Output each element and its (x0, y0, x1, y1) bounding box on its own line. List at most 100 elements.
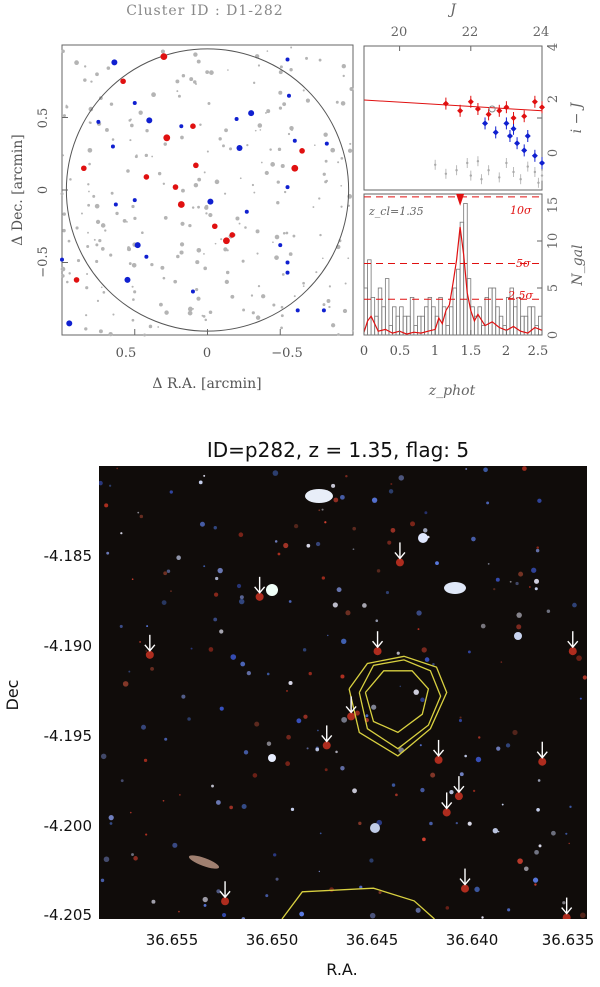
sky-blue-point (132, 101, 137, 105)
background-source (230, 654, 237, 660)
background-source (500, 661, 503, 663)
sky-blue-point (285, 260, 290, 265)
background-source (376, 569, 381, 573)
sky-grey-point (257, 284, 261, 288)
background-source (131, 578, 134, 581)
member-arrow-head (254, 586, 266, 594)
sky-grey-point (109, 102, 114, 106)
background-source (358, 821, 362, 825)
background-source (333, 497, 339, 503)
sky-grey-point (188, 223, 192, 228)
background-source (522, 466, 527, 471)
cmd-blue-point (521, 147, 528, 154)
sky-grey-point (349, 86, 354, 91)
sky-xlabel: Δ R.A. [arcmin] (152, 376, 261, 392)
sky-grey-point (132, 298, 135, 301)
sky-grey-point (287, 132, 291, 136)
sky-grey-point (204, 204, 209, 209)
cmd-blue-point (524, 133, 531, 139)
sky-grey-point (76, 258, 81, 263)
sky-grey-point (218, 137, 222, 141)
zhist-ytick: 0 (546, 331, 561, 339)
image-ytick: -4.190 (44, 637, 92, 655)
background-source (219, 706, 224, 711)
background-source (146, 625, 149, 628)
sky-grey-point (62, 212, 66, 216)
zhist-x-ticks: 0 0.5 1 1.5 2 2.5 (360, 344, 548, 359)
member-galaxy (373, 647, 382, 656)
sky-grey-point (180, 135, 184, 140)
sky-grey-point (87, 183, 90, 186)
background-source (202, 896, 208, 903)
background-source (390, 483, 393, 486)
sky-grey-point (129, 139, 132, 142)
sky-grey-point (163, 142, 167, 146)
member-galaxy (255, 592, 264, 601)
background-source (318, 870, 321, 873)
background-source (396, 651, 400, 655)
cmd-red-point (474, 106, 481, 112)
background-source (371, 704, 377, 710)
density-contour (281, 887, 435, 919)
background-source (369, 912, 376, 919)
sky-grey-point (157, 326, 160, 328)
sky-grey-point (108, 331, 113, 337)
sky-grey-point (88, 106, 94, 112)
sky-grey-point (342, 308, 348, 314)
sky-grey-point (195, 288, 199, 292)
background-source (536, 807, 540, 812)
cmd-red-point (442, 100, 449, 107)
cmd-ytick: 4 (546, 43, 561, 51)
sky-grey-point (180, 221, 185, 226)
background-source (190, 647, 193, 650)
background-source (576, 655, 582, 661)
sky-blue-point (285, 185, 290, 190)
background-source (422, 837, 426, 842)
background-source (308, 671, 312, 676)
background-source (501, 803, 504, 806)
background-source (265, 894, 269, 898)
background-source (178, 910, 180, 913)
sky-grey-point (65, 105, 69, 109)
background-source (365, 714, 369, 718)
background-source (517, 858, 523, 864)
sky-blue-point (179, 124, 184, 129)
sky-grey-point (61, 274, 65, 278)
background-source (246, 670, 251, 676)
background-source (486, 501, 490, 505)
sky-grey-point (163, 216, 168, 220)
background-source (569, 805, 572, 808)
zcl-annotation: z_cl=1.35 (368, 205, 424, 218)
image-xtick: 36.650 (246, 931, 299, 949)
elongated-galaxy (188, 855, 220, 869)
background-source (430, 772, 436, 778)
sky-grey-point (201, 314, 204, 317)
cmd-blue-point (506, 133, 513, 139)
sky-grey-point (302, 285, 305, 287)
cmd-blue-point (531, 152, 538, 159)
sky-red-point (223, 237, 230, 245)
cmd-red-point (539, 104, 545, 111)
sky-grey-point (246, 143, 249, 147)
member-galaxy (347, 712, 356, 721)
sky-grey-point (207, 101, 211, 105)
sky-image (99, 466, 587, 919)
density-curve (363, 226, 543, 335)
sky-blue-point (144, 254, 149, 259)
background-source (497, 830, 500, 833)
sky-grey-point (144, 153, 149, 158)
member-galaxy (538, 757, 547, 766)
sky-grey-point (280, 305, 284, 309)
sky-grey-point (143, 333, 147, 337)
sky-grey-point (83, 78, 87, 82)
sky-map-frame (61, 44, 354, 336)
background-source (275, 877, 279, 881)
sky-grey-point (274, 234, 280, 240)
background-source (474, 886, 480, 893)
sky-blue-point (60, 257, 64, 262)
sky-red-point (81, 165, 87, 172)
sky-grey-point (66, 280, 69, 284)
cmd-red-point (457, 107, 464, 114)
sky-grey-point (104, 229, 107, 232)
background-source (252, 773, 258, 778)
